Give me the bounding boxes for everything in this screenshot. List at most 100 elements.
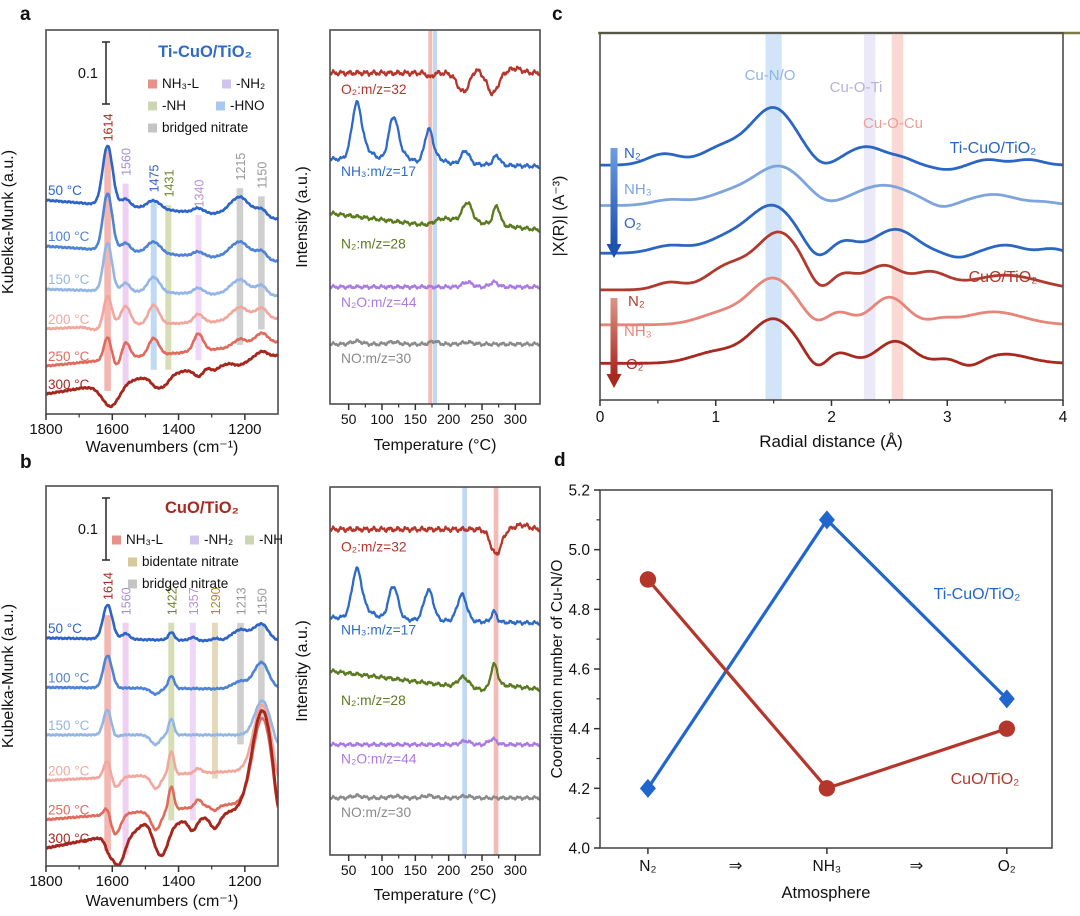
highlight-band-1213 <box>237 622 244 745</box>
line-cu <box>646 578 1008 791</box>
y-axis-title: Kubelka-Munk (a.u.) <box>0 150 17 294</box>
peak-label-1215: 1215 <box>234 153 248 181</box>
y-tick-label: 5.0 <box>568 542 590 559</box>
gas-label-n2-blue: N₂ <box>624 145 641 162</box>
legend-swatch <box>216 101 225 111</box>
gas-label-o2-red: O₂ <box>626 356 644 373</box>
curve-nh3 <box>330 566 540 626</box>
data-point-cu <box>998 720 1015 737</box>
highlight-band-1290 <box>212 622 218 779</box>
y-axis-title: Intensity (a.u.) <box>294 166 311 267</box>
peak-label-1614: 1614 <box>102 572 116 600</box>
panel-b-ms-chart: O₂:m/z=32 NH₃:m/z=17 N₂:m/z=28 N₂O:m/z=44 NO… <box>294 486 541 904</box>
highlight-band-179.5 <box>433 30 437 404</box>
legend-swatch <box>148 79 157 89</box>
curve-t50 <box>46 144 278 221</box>
panel-c-exafs-chart: 0 1 2 3 4 Radial distance (Å) |X(R)| (A⁻³) Cu-N… <box>551 31 1080 451</box>
x-axis-title: Wavenumbers (cm⁻¹) <box>86 439 239 456</box>
x-tick-label: 1200 <box>228 421 261 438</box>
legend-label: -NH₂ <box>204 532 233 547</box>
panel-d-letter: d <box>554 450 566 471</box>
x-tick-label: 1600 <box>96 873 129 890</box>
highlight-band-1422 <box>168 622 175 821</box>
series-tag-t200: 200 °C <box>48 312 90 327</box>
peak-label-1340: 1340 <box>193 180 207 208</box>
series-tag-t150: 150 °C <box>48 272 90 287</box>
x-axis-title: Wavenumbers (cm⁻¹) <box>86 893 239 910</box>
peak-label-1213: 1213 <box>235 587 249 615</box>
x-tick-label: 100 <box>370 411 394 427</box>
curve-n2 <box>330 201 540 233</box>
y-axis-title: Intensity (a.u.) <box>294 620 311 721</box>
curve-ti_nh3 <box>600 164 1063 208</box>
series-tag-t50: 50 °C <box>48 183 82 198</box>
curve-t200 <box>46 703 278 791</box>
x-tick-label: 50 <box>341 862 357 878</box>
x-axis-title: Atmosphere <box>782 884 871 902</box>
curve-no <box>330 338 540 348</box>
category-label: N₂ <box>639 858 656 875</box>
curve-nh3 <box>330 99 540 170</box>
curve-o2 <box>330 522 540 556</box>
curve-o2 <box>330 65 540 97</box>
x-tick-label: 1200 <box>228 873 261 890</box>
x-tick-label: 1400 <box>162 421 195 438</box>
x-tick-label: 1 <box>711 409 720 426</box>
peak-label-1560: 1560 <box>120 587 134 615</box>
x-tick-label: 1800 <box>29 421 62 438</box>
y-tick-label: 4.8 <box>568 602 590 619</box>
gas-label-nh3-red: NH₃ <box>624 323 652 340</box>
x-tick-label: 0 <box>596 409 605 426</box>
series-label-ti-cuo-tio2: Ti-CuO/TiO₂ <box>950 140 1037 157</box>
peak-label-1422: 1422 <box>165 587 179 615</box>
legend-label: -NH <box>162 98 186 113</box>
legend-swatch <box>112 535 121 545</box>
curve-t100 <box>46 654 278 697</box>
y-axis-title: Coordination number of Cu-N/O <box>549 560 566 779</box>
legend-swatch <box>148 123 157 133</box>
peak-label-1475: 1475 <box>148 165 162 193</box>
highlight-band-1150 <box>258 622 265 720</box>
x-tick-label: 250 <box>470 862 494 878</box>
panel-b-title: CuO/TiO₂ <box>165 499 239 517</box>
y-tick-label: 5.2 <box>568 483 590 500</box>
legend-label: bridged nitrate <box>142 576 228 591</box>
x-axis-title: Temperature (°C) <box>374 437 497 454</box>
x-tick-label: 250 <box>470 411 494 427</box>
arrow-glyph: ⇒ <box>909 857 923 875</box>
y-tick-label: 4.0 <box>568 841 590 858</box>
arrow-glyph: ⇒ <box>729 857 743 875</box>
curve-t150 <box>46 699 278 747</box>
x-tick-label: 200 <box>437 411 461 427</box>
curve-n2o <box>330 736 540 748</box>
legend-label: NH₃-L <box>162 76 199 91</box>
highlight-band-1560 <box>122 622 129 855</box>
series-tag-t300: 300 °C <box>48 377 90 392</box>
x-tick-label: 100 <box>370 862 394 878</box>
legend-label: bridged nitrate <box>162 120 248 135</box>
legend-swatch <box>245 535 254 545</box>
curve-cu_nh3 <box>600 276 1063 327</box>
series-tag-t250: 250 °C <box>48 349 90 364</box>
series-tag-nh3: NH₃:m/z=17 <box>341 164 416 179</box>
highlight-band-224 <box>462 487 467 855</box>
series-tag-n2: N₂:m/z=28 <box>341 693 406 708</box>
peak-label-1357: 1357 <box>187 587 201 615</box>
x-tick-label: 300 <box>504 411 528 427</box>
highlight-band-172.5 <box>428 30 433 404</box>
plot-border <box>329 486 541 856</box>
panel-d-coordination-chart: N₂ NH₃ O₂ ⇒ ⇒ 4.0 4.2 4.4 4.6 4.8 5.0 5.2 Atmosphere… <box>549 483 1053 902</box>
peak-label-1560: 1560 <box>120 148 134 176</box>
curve-cu_o2 <box>600 317 1063 367</box>
panel-a-ms-chart: O₂:m/z=32 NH₃:m/z=17 N₂:m/z=28 N₂O:m/z=44 NO… <box>294 29 541 454</box>
category-label: NH₃ <box>813 858 842 875</box>
band-label-cu-n-o: Cu-N/O <box>745 67 796 84</box>
panel-a-letter: a <box>20 4 31 25</box>
series-label-ti-cuo-tio2: Ti-CuO/TiO₂ <box>934 586 1021 603</box>
x-tick-label: 150 <box>404 411 428 427</box>
flow-arrow <box>610 298 618 374</box>
peak-label-1614: 1614 <box>102 114 116 142</box>
series-tag-t50: 50 °C <box>48 621 82 636</box>
legend-label: -HNO <box>230 98 265 113</box>
gas-label-n2-red: N₂ <box>628 293 645 310</box>
